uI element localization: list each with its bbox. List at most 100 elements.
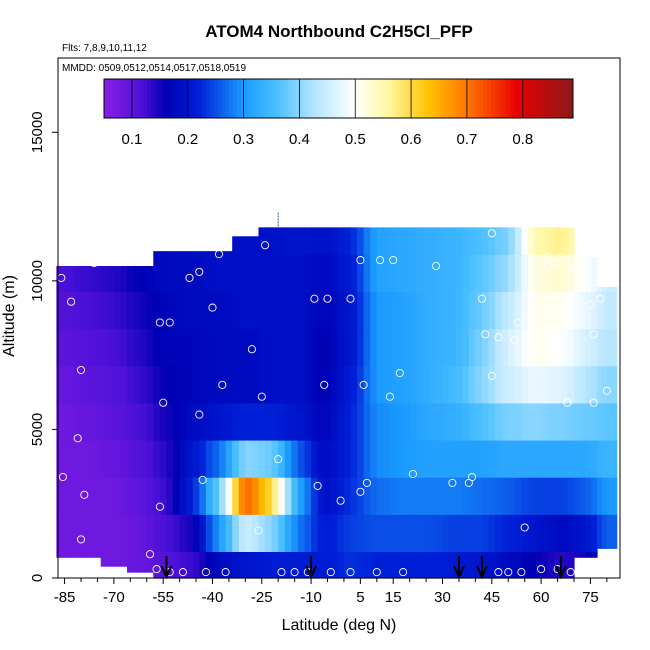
heatmap-cell (449, 403, 457, 442)
colorbar-segment (182, 79, 187, 118)
colorbar: 0.1 0.2 0.3 0.4 0.5 0.6 0.7 0.8 (103, 78, 574, 148)
heatmap-cell (219, 254, 227, 293)
heatmap-cell (94, 552, 102, 558)
heatmap-cell (429, 329, 437, 367)
heatmap-cell (541, 403, 549, 442)
sample-point (346, 294, 355, 303)
heatmap-cell (251, 552, 260, 579)
colorbar-segment (420, 79, 425, 118)
heatmap-cell (324, 552, 332, 579)
heatmap-cell (455, 254, 463, 293)
heatmap-cell (363, 403, 371, 442)
colorbar-segment (213, 79, 218, 118)
heatmap-cell (534, 227, 542, 256)
colorbar-segment (209, 79, 214, 118)
heatmap-cell (238, 514, 246, 553)
heatmap-cell (468, 329, 476, 367)
heatmap-cell (547, 292, 555, 330)
heatmap-cell (606, 440, 613, 479)
heatmap-cell (481, 514, 490, 553)
colorbar-segment (193, 79, 199, 118)
heatmap-cell (311, 366, 319, 405)
dates-note: MMDD: 0509,0512,0514,0517,0518,0519 (62, 63, 246, 74)
heatmap-cell (225, 329, 233, 367)
heatmap-cell (219, 552, 227, 579)
sample-point (67, 297, 76, 306)
heatmap-cell (403, 514, 411, 553)
heatmap-cell (488, 514, 496, 553)
heatmap-cell (442, 514, 450, 553)
sample-point (448, 478, 457, 487)
heatmap-cell (567, 254, 575, 293)
colorbar-segment (225, 79, 230, 118)
heatmap-cell (113, 266, 122, 293)
heatmap-cell (199, 440, 207, 479)
heatmap-cell (56, 266, 62, 293)
colorbar-tick-label: 0.6 (401, 131, 422, 148)
heatmap-cell (475, 329, 483, 367)
heatmap-cell (541, 477, 549, 516)
heatmap-cell (238, 552, 246, 579)
colorbar-segment (342, 79, 347, 118)
heatmap-cell (278, 514, 286, 553)
heatmap-cell (166, 477, 174, 516)
heatmap-cell (541, 329, 549, 367)
heatmap-cell (284, 477, 292, 516)
heatmap-cell (468, 227, 476, 256)
colorbar-segment (111, 79, 117, 118)
heatmap-cell (81, 477, 89, 516)
heatmap-cell (422, 514, 430, 553)
sample-point (145, 550, 155, 559)
heatmap-cell (462, 440, 470, 479)
heatmap-cell (238, 366, 246, 405)
heatmap-cell (495, 552, 503, 579)
heatmap-cell (81, 366, 89, 405)
heatmap-cell (475, 440, 483, 479)
heatmap-cell (60, 514, 66, 553)
heatmap-cell (94, 403, 102, 442)
heatmap-cell (514, 366, 522, 405)
heatmap-cell (337, 292, 345, 330)
heatmap-cell (547, 254, 555, 293)
heatmap-cell (69, 266, 76, 293)
heatmap-cell (462, 552, 470, 579)
colorbar-segment (526, 79, 531, 118)
heatmap-cell (56, 366, 62, 405)
heatmap-cell (521, 292, 529, 330)
heatmap-cell (416, 552, 424, 579)
heatmap-cell (317, 292, 325, 330)
colorbar-segment (236, 79, 242, 118)
colorbar-segment (268, 79, 273, 118)
sample-point (546, 339, 556, 348)
heatmap-cell (422, 292, 430, 330)
sample-point (208, 303, 217, 312)
heatmap-cell (508, 292, 516, 330)
heatmap-cell (304, 514, 312, 553)
heatmap-cell (495, 477, 503, 516)
colorbar-segment (201, 79, 207, 118)
heatmap-cell (560, 329, 569, 367)
heatmap-cell (508, 403, 516, 442)
heatmap-cell (245, 254, 253, 293)
heatmap-cell (186, 292, 194, 330)
heatmap-cell (232, 514, 240, 553)
heatmap-cell (245, 366, 253, 405)
heatmap-cell (304, 254, 312, 293)
heatmap-cell (166, 440, 174, 479)
colorbar-segment (416, 79, 422, 118)
heatmap-cell (560, 403, 569, 442)
colorbar-segment (264, 79, 269, 118)
heatmap-cell (611, 292, 618, 330)
colorbar-segment (166, 79, 171, 118)
heatmap-cell (69, 477, 76, 516)
heatmap-cell (606, 403, 613, 442)
colorbar-segment (146, 79, 152, 118)
heatmap-cell (238, 292, 246, 330)
heatmap-cell (205, 552, 214, 579)
heatmap-cell (199, 477, 207, 516)
heatmap-cell (199, 366, 207, 405)
heatmap-cell (475, 403, 483, 442)
heatmap-cell (205, 329, 214, 367)
heatmap-cell (357, 477, 365, 516)
